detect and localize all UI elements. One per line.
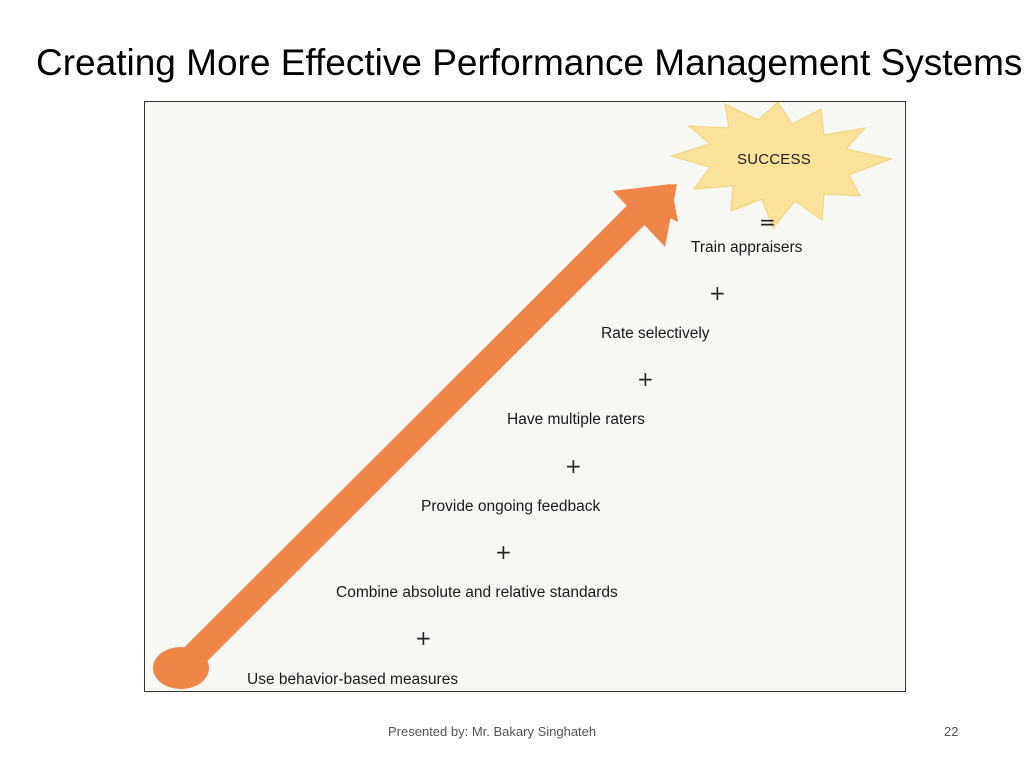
success-starburst-icon <box>669 102 893 229</box>
step-train-appraisers: Train appraisers <box>691 239 803 256</box>
step-rate-selectively: Rate selectively <box>601 325 710 342</box>
footer-presenter: Presented by: Mr. Bakary Singhateh <box>388 724 597 739</box>
step-have-multiple-raters: Have multiple raters <box>507 411 645 428</box>
page-number: 22 <box>944 724 959 739</box>
diagram-graphics <box>153 102 893 689</box>
plus-sign: + <box>709 281 726 305</box>
rising-arrow-icon <box>153 184 678 689</box>
plus-sign: + <box>565 454 582 478</box>
diagram-frame: SUCCESS = Train appraisers + Rate select… <box>144 101 906 692</box>
step-use-behavior-based-measures: Use behavior-based measures <box>247 671 459 688</box>
step-combine-standards: Combine absolute and relative standards <box>336 584 618 601</box>
step-provide-ongoing-feedback: Provide ongoing feedback <box>421 498 601 515</box>
slide-title: Creating More Effective Performance Mana… <box>36 42 1023 83</box>
plus-sign: + <box>637 367 654 391</box>
plus-sign: + <box>415 626 432 650</box>
equals-sign: = <box>759 210 776 234</box>
plus-sign: + <box>495 540 512 564</box>
success-label: SUCCESS <box>737 151 811 168</box>
